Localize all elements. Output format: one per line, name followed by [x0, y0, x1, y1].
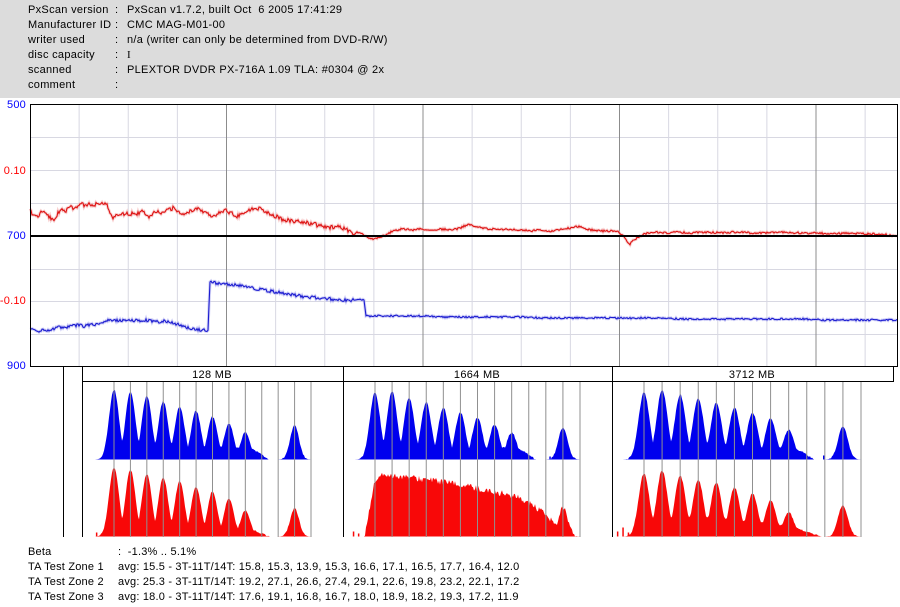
info-separator: : [115, 19, 119, 31]
info-label: PxScan version [28, 4, 109, 16]
info-row-scanned: scanned : PLEXTOR DVDR PX-716A 1.09 TLA:… [0, 64, 384, 77]
info-row-capacity: disc capacity : I [0, 49, 131, 62]
info-separator: : [115, 49, 119, 61]
summary-value: avg: 18.0 - 3T-11T/14T: 17.6, 19.1, 16.8… [118, 591, 519, 603]
info-value: PLEXTOR DVDR PX-716A 1.09 TLA: #0304 @ 2… [127, 64, 385, 76]
scan-info-header: PxScan version : PxScan v1.7.2, built Oc… [0, 0, 900, 98]
summary-value: : -1.3% .. 5.1% [118, 546, 197, 558]
summary-label: TA Test Zone 1 [28, 561, 104, 573]
summary-label: TA Test Zone 2 [28, 576, 104, 588]
y-axis-label-minus010: -0.10 [0, 295, 26, 307]
info-row-manufacturer: Manufacturer ID : CMC MAG-M01-00 [0, 19, 225, 32]
summary-label: TA Test Zone 3 [28, 591, 104, 603]
ta-histogram-block [63, 366, 894, 537]
info-separator: : [115, 64, 119, 76]
ta-zone-label-1: 128 MB [192, 369, 232, 381]
ta-zone-label-2: 1664 MB [454, 369, 500, 381]
info-label: writer used [28, 34, 86, 46]
y-axis-label-700: 700 [7, 230, 26, 242]
summary-label: Beta [28, 546, 52, 558]
y-axis-label-900: 900 [7, 360, 26, 372]
info-row-comment: comment : [0, 79, 118, 92]
info-value: PxScan v1.7.2, built Oct 6 2005 17:41:29 [127, 4, 343, 16]
summary-value: avg: 15.5 - 3T-11T/14T: 15.8, 15.3, 13.9… [118, 561, 520, 573]
info-label: scanned [28, 64, 72, 76]
y-axis-label-500: 500 [7, 99, 26, 111]
info-value: CMC MAG-M01-00 [127, 19, 226, 31]
info-value: I [127, 49, 131, 61]
info-row-writer: writer used : n/a (writer can only be de… [0, 34, 387, 47]
ta-zone-label-3: 3712 MB [729, 369, 775, 381]
y-axis-label-plus010: 0.10 [4, 165, 26, 177]
info-row-version: PxScan version : PxScan v1.7.2, built Oc… [0, 4, 342, 17]
beta-jitter-plot [28, 104, 899, 372]
info-label: comment [28, 79, 76, 91]
info-separator: : [115, 4, 119, 16]
info-label: Manufacturer ID [28, 19, 112, 31]
info-separator: : [115, 79, 119, 91]
info-separator: : [115, 34, 119, 46]
summary-value: avg: 25.3 - 3T-11T/14T: 19.2, 27.1, 26.6… [118, 576, 520, 588]
info-value: n/a (writer can only be determined from … [127, 34, 388, 46]
info-label: disc capacity [28, 49, 95, 61]
